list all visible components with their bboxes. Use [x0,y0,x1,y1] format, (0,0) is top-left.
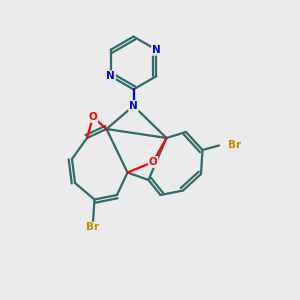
Text: N: N [129,101,138,111]
Text: O: O [88,112,98,122]
Text: N: N [106,71,115,81]
Text: Br: Br [228,140,241,151]
Text: N: N [152,45,161,55]
Text: O: O [148,157,158,167]
Text: Br: Br [86,222,100,233]
